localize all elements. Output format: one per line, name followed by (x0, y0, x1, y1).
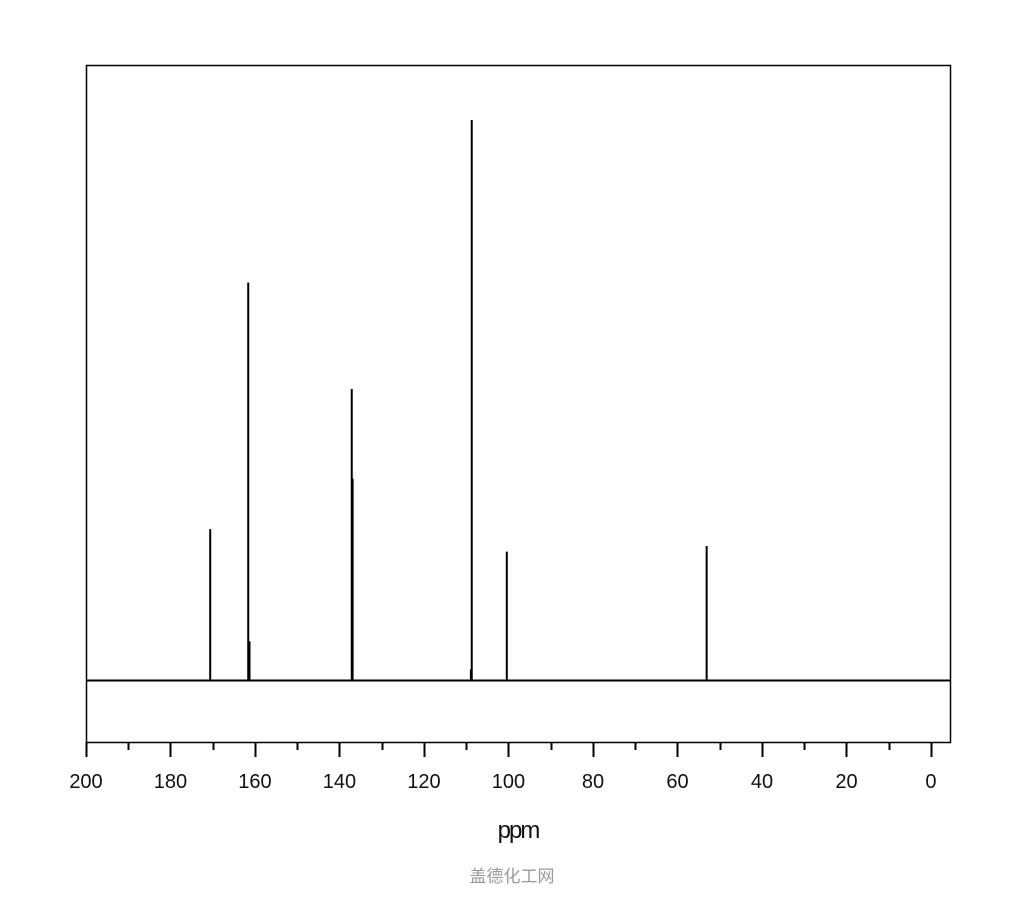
x-tick-label: 120 (407, 771, 440, 793)
watermark: 盖德化工网 (469, 867, 555, 887)
x-tick-label: 100 (492, 771, 525, 793)
x-tick-label: 80 (582, 771, 604, 793)
x-tick-label: 0 (925, 771, 936, 793)
x-tick-label: 160 (238, 771, 271, 793)
x-axis-label: ppm (498, 817, 540, 844)
x-tick-label: 140 (323, 771, 356, 793)
x-tick-label: 200 (69, 771, 102, 793)
x-axis: 200 180 160 140 120 100 80 60 40 20 0 (69, 742, 937, 793)
peaks (209, 120, 708, 681)
x-tick-label: 180 (154, 771, 187, 793)
x-tick-label: 60 (666, 771, 688, 793)
plot-frame (85, 64, 952, 744)
x-tick-label: 20 (835, 771, 857, 793)
x-tick-label: 40 (751, 771, 773, 793)
